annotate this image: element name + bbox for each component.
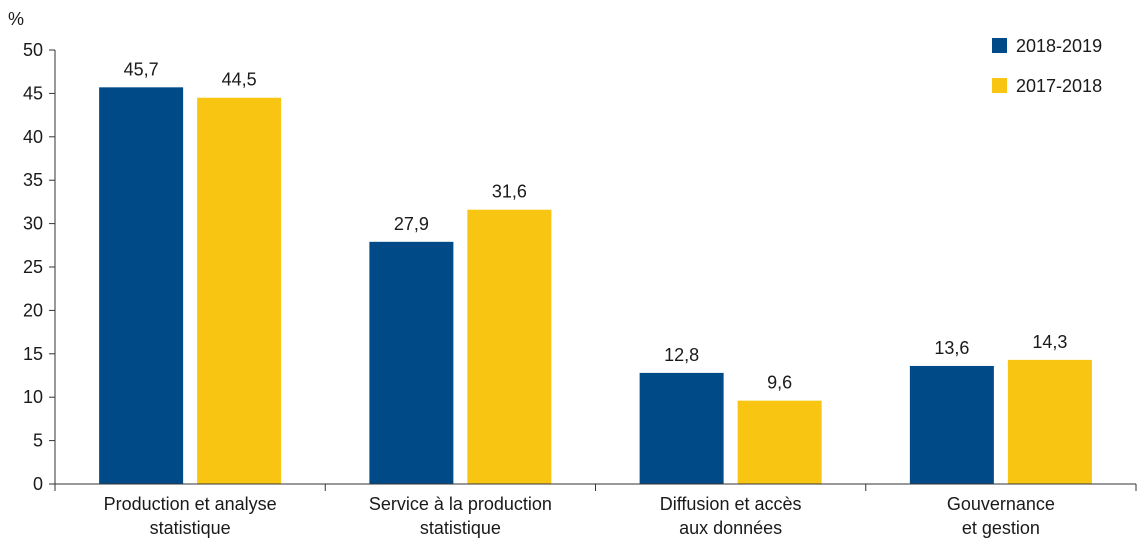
bar	[99, 87, 184, 484]
x-axis: Production et analyse statistique Service …	[54, 483, 1137, 538]
data-label: 31,6	[492, 182, 527, 202]
data-label: 44,5	[222, 70, 257, 90]
y-axis-unit-label: %	[8, 9, 24, 29]
x-tick-label: Production et analyse	[104, 494, 277, 514]
x-tick-label: Gouvernance	[947, 494, 1055, 514]
data-label: 14,3	[1032, 332, 1067, 352]
y-tick-label: 15	[23, 344, 43, 364]
data-label: 9,6	[767, 373, 792, 393]
data-label: 27,9	[394, 214, 429, 234]
data-label: 45,7	[124, 59, 159, 79]
y-tick-label: 0	[33, 474, 43, 494]
x-tick-label: aux données	[679, 518, 782, 538]
y-tick-label: 40	[23, 127, 43, 147]
legend-swatch	[992, 78, 1007, 93]
data-label: 12,8	[664, 345, 699, 365]
bar	[197, 97, 282, 485]
bar	[639, 372, 724, 484]
x-tick-label: statistique	[150, 518, 231, 538]
y-tick-label: 25	[23, 257, 43, 277]
bar	[467, 209, 552, 484]
legend: 2018-2019 2017-2018	[992, 36, 1102, 96]
x-tick-label: Diffusion et accès	[660, 494, 802, 514]
y-tick-label: 50	[23, 40, 43, 60]
x-tick-label: Service à la production	[369, 494, 552, 514]
y-tick-label: 10	[23, 387, 43, 407]
bar	[909, 365, 994, 484]
bar	[1007, 359, 1092, 484]
bar	[369, 241, 454, 484]
legend-swatch	[992, 38, 1007, 53]
data-label: 13,6	[934, 338, 969, 358]
data-labels-group: 45,7 44,5 27,9 31,6 12,8 9,6 13,6 14,3	[124, 59, 1068, 392]
legend-label: 2018-2019	[1016, 36, 1102, 56]
bars-group	[99, 87, 1092, 485]
y-tick-label: 30	[23, 214, 43, 234]
y-tick-label: 45	[23, 83, 43, 103]
y-tick-label: 20	[23, 300, 43, 320]
bar	[737, 400, 822, 484]
x-tick-label: et gestion	[962, 518, 1040, 538]
y-tick-label: 5	[33, 431, 43, 451]
y-tick-label: 35	[23, 170, 43, 190]
x-tick-label: statistique	[420, 518, 501, 538]
y-axis-ticks: 0 5 10 15 20 25 30 35 40 45 50	[23, 40, 56, 494]
legend-label: 2017-2018	[1016, 76, 1102, 96]
